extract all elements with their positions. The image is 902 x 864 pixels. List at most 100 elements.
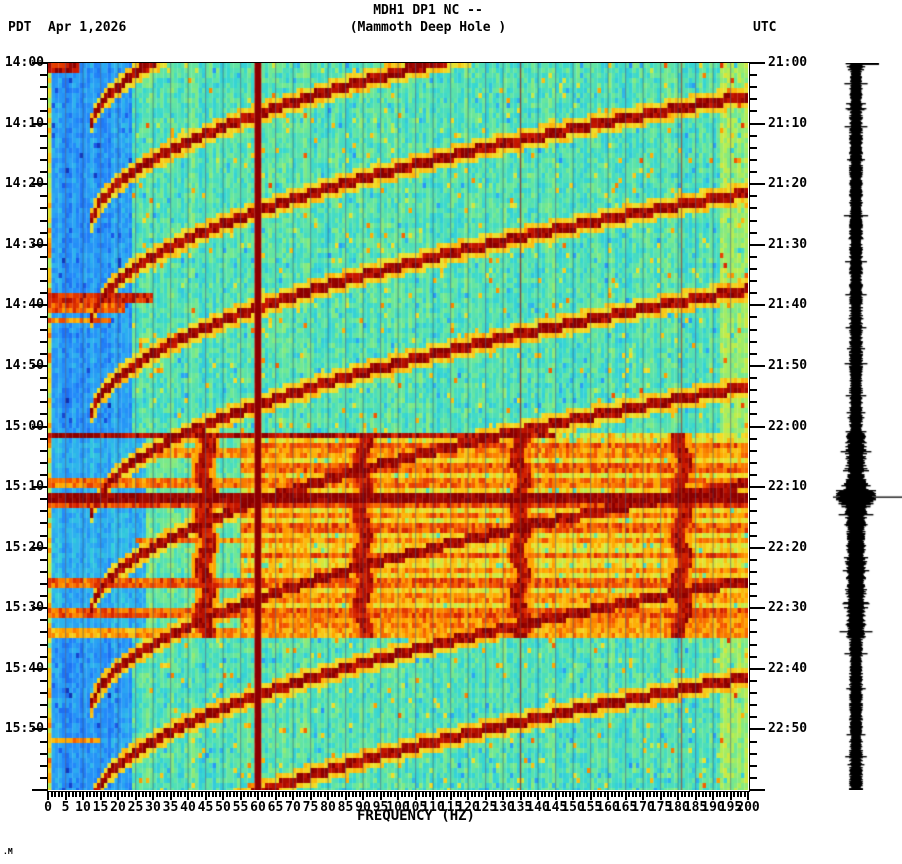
- freq-tick: [687, 791, 690, 797]
- freq-tick: [92, 791, 95, 797]
- freq-tick: [628, 791, 630, 797]
- freq-tick: [712, 791, 714, 800]
- freq-tick: [201, 791, 203, 797]
- time-tick: [750, 486, 765, 489]
- freq-tick: [71, 791, 74, 797]
- freq-tick: [565, 791, 567, 797]
- freq-tick: [533, 791, 536, 797]
- freq-tick: [407, 791, 410, 797]
- left-time-label: 15:20: [4, 539, 44, 555]
- time-tick: [750, 583, 757, 586]
- freq-tick: [239, 791, 242, 800]
- freq-tick: [442, 791, 445, 797]
- freq-tick-label: 200: [736, 800, 760, 815]
- freq-tick: [572, 791, 574, 800]
- freq-tick: [57, 791, 60, 797]
- freq-tick: [719, 791, 721, 797]
- freq-tick: [260, 791, 263, 797]
- freq-tick: [376, 791, 378, 797]
- time-tick: [32, 425, 47, 428]
- time-tick: [40, 498, 47, 501]
- freq-tick: [649, 791, 651, 797]
- freq-tick: [740, 791, 742, 797]
- freq-tick: [439, 791, 441, 797]
- freq-tick: [614, 791, 616, 797]
- time-tick: [32, 243, 47, 246]
- freq-tick: [470, 791, 473, 797]
- right-time-label: 21:50: [768, 357, 808, 373]
- freq-tick: [421, 791, 424, 797]
- freq-tick: [180, 791, 182, 797]
- freq-tick: [106, 791, 109, 797]
- freq-tick: [120, 791, 123, 797]
- freq-tick: [551, 791, 553, 797]
- spectrogram-heatmap: [48, 63, 748, 790]
- freq-tick: [691, 791, 693, 797]
- freq-tick: [512, 791, 515, 797]
- time-tick: [750, 364, 765, 367]
- freq-tick: [743, 791, 746, 797]
- time-tick: [750, 389, 757, 392]
- freq-tick: [229, 791, 231, 797]
- freq-tick: [432, 791, 434, 800]
- freq-tick: [705, 791, 707, 797]
- time-tick: [750, 437, 757, 440]
- time-tick: [40, 679, 47, 682]
- freq-tick: [285, 791, 287, 797]
- right-time-label: 21:00: [768, 55, 808, 70]
- freq-tick: [274, 791, 277, 800]
- time-tick: [40, 558, 47, 561]
- time-tick: [40, 86, 47, 89]
- freq-tick: [481, 791, 483, 797]
- time-tick: [750, 292, 757, 295]
- freq-tick-label: 195: [718, 800, 743, 815]
- freq-tick: [680, 791, 683, 797]
- time-tick: [750, 655, 757, 658]
- time-tick: [40, 740, 47, 743]
- freq-tick: [537, 791, 539, 800]
- freq-tick-label: 110: [421, 800, 445, 815]
- freq-tick: [288, 791, 291, 797]
- freq-tick-label: 185: [683, 800, 708, 815]
- freq-tick: [670, 791, 672, 797]
- freq-tick: [666, 791, 669, 797]
- freq-tick: [330, 791, 333, 797]
- freq-tick: [701, 791, 704, 797]
- freq-tick: [502, 791, 504, 800]
- freq-tick: [418, 791, 420, 797]
- freq-tick: [316, 791, 319, 797]
- time-tick: [40, 776, 47, 779]
- time-tick: [750, 692, 757, 695]
- freq-tick: [313, 791, 315, 797]
- freq-tick: [348, 791, 350, 797]
- time-tick: [750, 522, 757, 525]
- freq-tick: [355, 791, 357, 797]
- watermark-text: .M: [3, 847, 13, 856]
- freq-tick: [453, 791, 455, 797]
- time-tick: [40, 595, 47, 598]
- freq-tick: [243, 791, 245, 797]
- freq-tick: [694, 791, 697, 800]
- freq-tick-label: 70: [285, 800, 301, 815]
- time-tick: [750, 498, 757, 501]
- freq-tick: [138, 791, 140, 797]
- freq-tick: [194, 791, 196, 797]
- time-tick: [40, 692, 47, 695]
- time-tick: [750, 110, 757, 113]
- freq-tick: [463, 791, 466, 797]
- time-tick: [40, 401, 47, 404]
- freq-tick: [593, 791, 595, 797]
- freq-tick: [698, 791, 700, 797]
- freq-tick: [607, 791, 609, 800]
- freq-tick: [323, 791, 326, 797]
- freq-tick: [561, 791, 564, 797]
- right-time-label: 21:10: [768, 115, 808, 131]
- freq-tick: [729, 791, 732, 800]
- freq-tick: [215, 791, 217, 797]
- freq-tick: [89, 791, 91, 797]
- freq-tick: [638, 791, 641, 797]
- freq-tick: [155, 791, 158, 797]
- freq-tick: [351, 791, 354, 797]
- freq-tick-label: 105: [403, 800, 428, 815]
- freq-tick: [54, 791, 56, 797]
